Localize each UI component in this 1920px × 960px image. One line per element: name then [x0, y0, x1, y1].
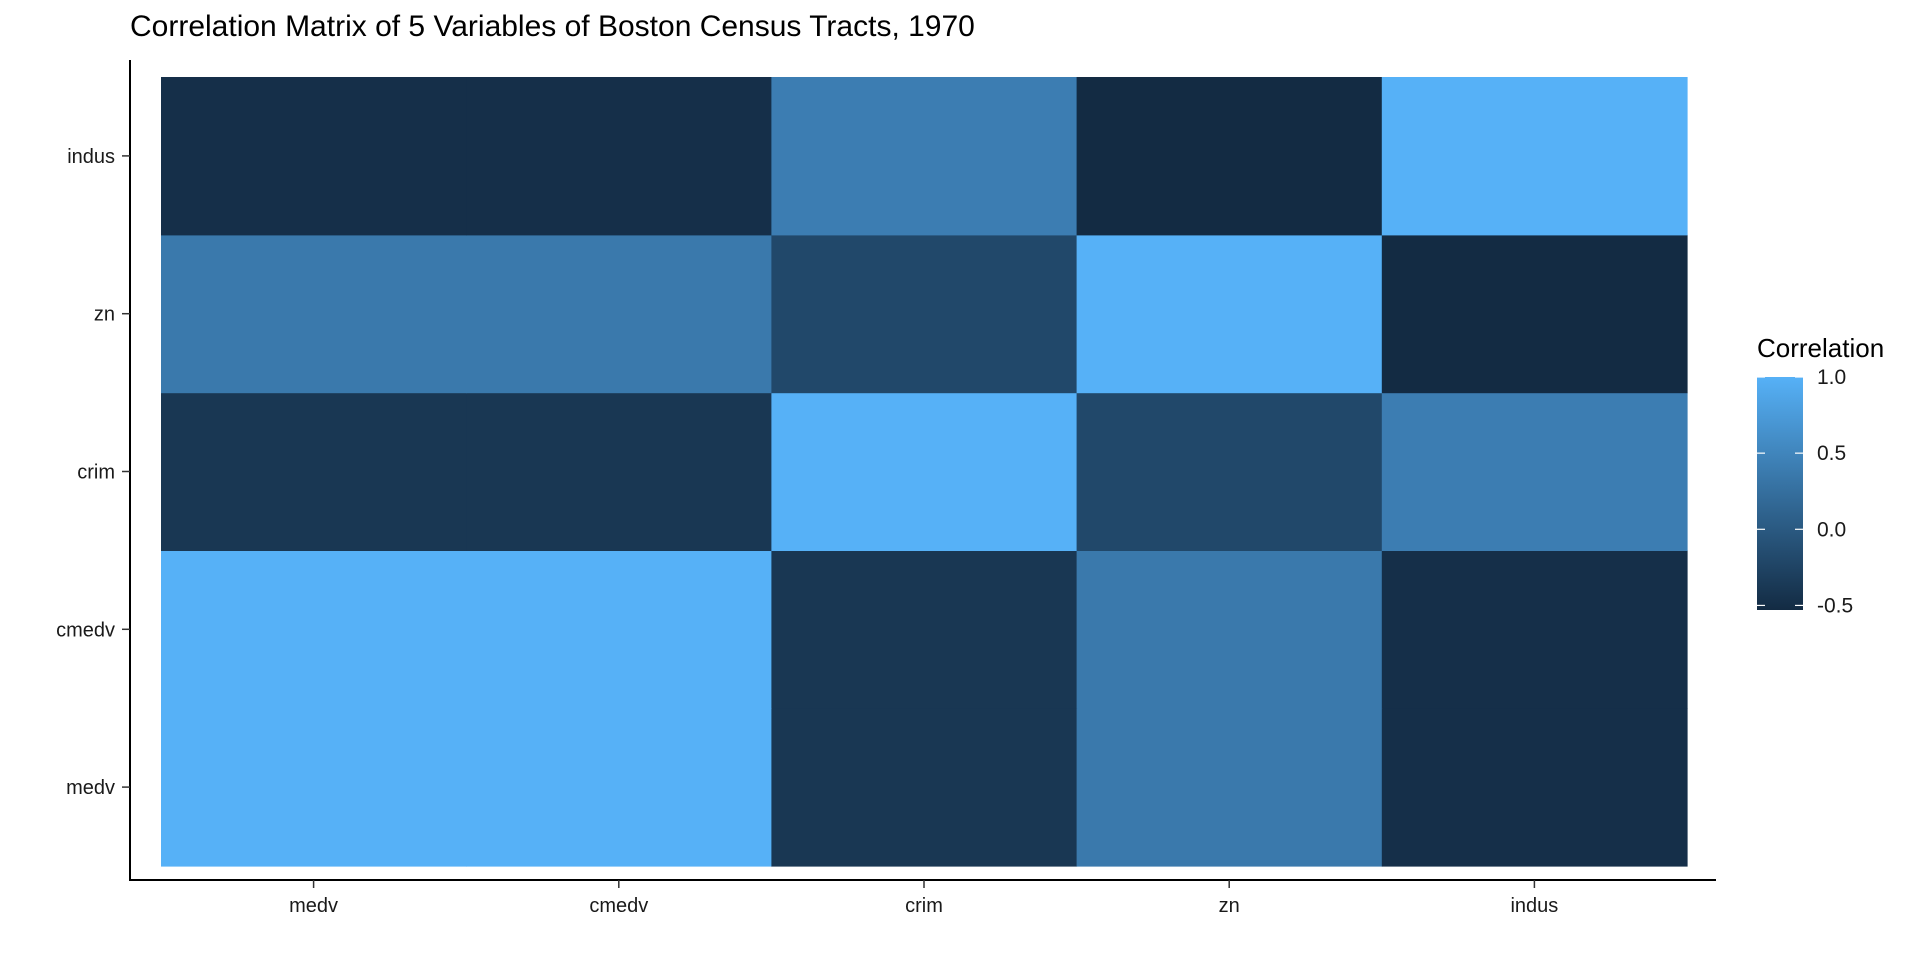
legend-tick-label: -0.5 [1817, 594, 1853, 617]
heatmap-cell-cmedv-indus [1381, 550, 1688, 709]
x-tick-label-cmedv: cmedv [589, 895, 648, 917]
heatmap-cell-indus-crim [771, 77, 1078, 236]
heatmap-cell-medv-medv [161, 708, 467, 867]
heatmap-cell-medv-indus [1381, 708, 1688, 867]
x-tick-label-zn: zn [1219, 895, 1240, 917]
heatmap-cell-crim-indus [1381, 392, 1688, 551]
legend-colorbar [1757, 377, 1803, 610]
heatmap-cell-medv-zn [1076, 708, 1383, 867]
legend-title: Correlation [1757, 333, 1884, 363]
heatmap-cell-crim-cmedv [466, 392, 772, 551]
heatmap-cell-zn-crim [771, 234, 1078, 394]
heatmap-cell-cmedv-zn [1076, 550, 1383, 709]
heatmap-cell-indus-indus [1381, 77, 1688, 236]
legend-tick-label: 0.0 [1817, 518, 1846, 541]
heatmap-cell-crim-crim [771, 392, 1078, 551]
heatmap-cell-cmedv-crim [771, 550, 1078, 709]
x-tick-label-crim: crim [905, 895, 943, 917]
heatmap-cell-zn-indus [1381, 234, 1688, 394]
x-tick-label-indus: indus [1510, 895, 1558, 917]
heatmap-cell-zn-medv [161, 234, 467, 394]
legend-tick-label: 0.5 [1817, 442, 1846, 465]
heatmap-cell-cmedv-medv [161, 550, 467, 709]
heatmap-cell-crim-medv [161, 392, 467, 551]
heatmap-cell-zn-cmedv [466, 234, 772, 394]
heatmap-cell-indus-zn [1076, 77, 1383, 236]
y-tick-label-medv: medv [66, 777, 115, 799]
heatmap-cell-zn-zn [1076, 234, 1383, 394]
heatmap-cell-indus-cmedv [466, 77, 772, 236]
chart-title: Correlation Matrix of 5 Variables of Bos… [130, 10, 975, 43]
y-tick-label-cmedv: cmedv [56, 619, 115, 641]
heatmap-cell-crim-zn [1076, 392, 1383, 551]
heatmap-cells [161, 77, 1688, 867]
heatmap-cell-indus-medv [161, 77, 467, 236]
x-axis-ticks: medv cmedv crim zn indus [289, 880, 1558, 917]
axes [129, 60, 1716, 881]
y-tick-label-indus: indus [67, 146, 115, 168]
legend-tick-label: 1.0 [1817, 366, 1846, 389]
x-tick-label-medv: medv [289, 895, 338, 917]
y-tick-label-crim: crim [77, 462, 115, 484]
y-axis-ticks: medv cmedv crim zn indus [56, 146, 130, 799]
heatmap-cell-medv-crim [771, 708, 1078, 867]
heatmap-cell-cmedv-cmedv [466, 550, 772, 709]
heatmap-cell-medv-cmedv [466, 708, 772, 867]
y-tick-label-zn: zn [94, 304, 115, 326]
color-legend: Correlation 1.0 0.5 0.0 -0.5 [1757, 333, 1884, 617]
